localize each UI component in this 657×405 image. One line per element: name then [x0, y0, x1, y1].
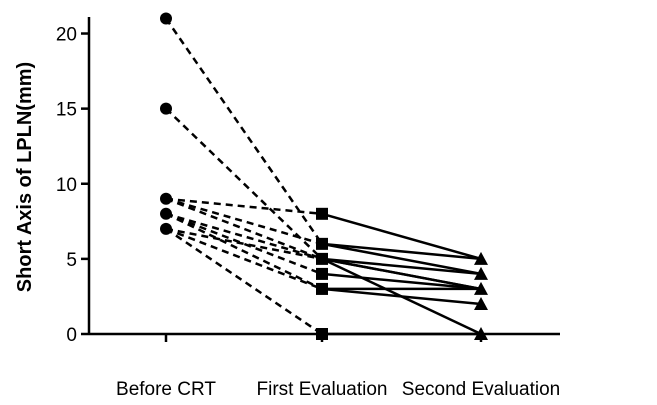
point-square — [316, 252, 328, 265]
point-triangle — [474, 327, 488, 340]
x-category-label: First Evaluation — [257, 379, 388, 400]
point-square — [316, 237, 328, 250]
series-segment-dashed — [165, 212, 323, 261]
point-square — [316, 282, 328, 295]
series-segment-solid — [321, 212, 482, 261]
point-triangle — [474, 251, 488, 265]
series-segment-solid — [321, 257, 482, 291]
point-triangle — [474, 266, 488, 280]
axis-labels: 0 5 10 15 20 Before CRT First Evaluation Second… — [56, 25, 560, 400]
y-tick-label: 0 — [66, 325, 77, 346]
series-segment-solid — [321, 272, 482, 291]
y-tick-label: 20 — [56, 25, 77, 46]
point-circle — [160, 192, 172, 205]
point-square — [316, 207, 328, 220]
x-category-label: Before CRT — [116, 379, 216, 400]
series-lines — [164, 17, 482, 336]
series-segment-solid — [321, 287, 482, 306]
series-segment-solid — [321, 242, 482, 261]
x-category-label: Second Evaluation — [402, 379, 560, 400]
series-segment-dashed — [165, 197, 323, 246]
y-axis-title: Short Axis of LPLN(mm) — [14, 62, 36, 292]
y-tick-label: 10 — [56, 175, 77, 196]
series-segment-dashed — [165, 227, 323, 261]
point-square — [316, 267, 328, 280]
y-tick-label: 5 — [66, 250, 77, 271]
series-segment-solid — [321, 257, 482, 276]
point-circle — [160, 207, 172, 220]
point-square — [316, 328, 328, 340]
point-triangle — [474, 281, 488, 295]
series-segment-dashed — [165, 212, 323, 276]
series-segment-dashed — [164, 17, 324, 245]
series-segment-dashed — [165, 197, 323, 261]
y-tick-label: 15 — [56, 100, 77, 121]
point-triangle — [474, 296, 488, 310]
series-segment-dashed — [165, 107, 323, 260]
series-segment-dashed — [165, 227, 323, 291]
series-segment-dashed — [165, 197, 323, 216]
series-segment-solid — [321, 242, 482, 276]
series-segment-dashed — [165, 227, 323, 336]
point-circle — [160, 102, 172, 115]
point-circle — [160, 12, 172, 25]
data-points — [160, 12, 488, 340]
point-circle — [160, 222, 172, 235]
series-segment-dashed — [165, 212, 323, 291]
